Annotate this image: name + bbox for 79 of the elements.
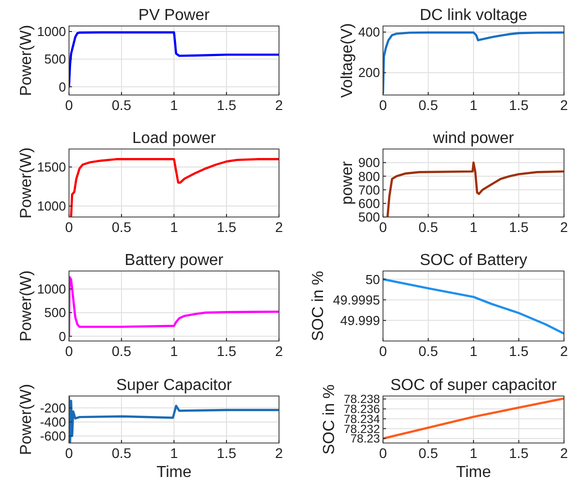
y-axis-title: power: [339, 160, 356, 205]
x-tick-label: 0.5: [418, 219, 438, 235]
x-tick-label: 1: [470, 343, 478, 359]
x-tick-label: 0.5: [418, 445, 438, 461]
y-tick-label: 900: [358, 155, 380, 170]
chart-title: Load power: [132, 130, 216, 147]
x-tick-label: 0.5: [418, 97, 438, 113]
y-axis-title: Power(W): [18, 24, 35, 96]
x-tick-label: 2: [275, 445, 284, 461]
y-axis-title: Power(W): [18, 384, 35, 456]
y-tick-label: 400: [358, 24, 380, 40]
y-axis-title: Power(W): [18, 147, 35, 219]
y-axis-title: Power(W): [18, 270, 35, 342]
line-series: [386, 162, 564, 217]
chart-title: PV Power: [138, 7, 210, 24]
x-tick-label: 0.5: [112, 219, 132, 235]
x-tick-label: 2: [275, 343, 284, 359]
x-tick-label: 1: [170, 445, 178, 461]
y-tick-label: 0: [58, 79, 66, 94]
x-tick-label: 1: [170, 97, 178, 113]
x-tick-label: 1.5: [216, 343, 236, 359]
line-series: [70, 158, 279, 217]
x-tick-label: 1: [170, 219, 178, 235]
x-tick-label: 0.5: [112, 445, 132, 461]
y-tick-label: 1000: [37, 282, 66, 297]
x-tick-label: 1: [470, 97, 478, 113]
x-tick-label: 2: [560, 343, 568, 359]
x-tick-label: 1.5: [216, 97, 236, 113]
chart-title: wind power: [432, 130, 515, 147]
y-tick-label: 78.23: [350, 432, 380, 446]
y-tick-label: 50: [366, 272, 380, 287]
x-tick-label: 2: [275, 97, 284, 113]
y-tick-label: -400: [40, 414, 66, 430]
y-tick-label: -200: [40, 400, 66, 416]
chart-title: DC link voltage: [420, 7, 528, 24]
x-tick-label: 2: [275, 219, 284, 235]
line-series: [383, 31, 564, 94]
x-tick-label: 1: [170, 343, 178, 359]
y-tick-label: -600: [40, 428, 66, 444]
x-tick-label: 2: [560, 445, 568, 461]
x-tick-label: 0.5: [418, 343, 438, 359]
y-tick-label: 700: [358, 182, 380, 198]
line-series: [69, 276, 279, 338]
y-tick-label: 200: [358, 65, 380, 80]
x-axis-title: Time: [456, 464, 492, 481]
line-series: [69, 396, 279, 443]
x-tick-label: 1.5: [216, 219, 236, 235]
y-tick-label: 600: [358, 196, 380, 211]
y-tick-label: 49.999: [340, 312, 380, 328]
x-tick-label: 1: [470, 219, 478, 235]
x-tick-label: 1: [470, 445, 478, 461]
y-tick-label: 500: [44, 305, 66, 320]
y-tick-label: 0: [58, 328, 66, 344]
x-tick-label: 2: [560, 219, 568, 235]
y-axis-title: Voltage(V): [339, 23, 356, 98]
line-series: [69, 31, 279, 88]
x-tick-label: 1.5: [509, 343, 529, 359]
line-series: [383, 278, 564, 335]
x-tick-label: 0.5: [112, 343, 132, 359]
x-tick-label: 1.5: [509, 97, 529, 113]
y-tick-label: 1500: [37, 160, 66, 175]
x-tick-label: 1.5: [216, 445, 236, 461]
x-axis-title: Time: [156, 464, 192, 481]
y-tick-label: 500: [44, 52, 66, 67]
y-axis-title: SOC in %: [310, 270, 328, 342]
x-tick-label: 2: [560, 97, 568, 113]
x-tick-label: 1.5: [509, 445, 529, 461]
y-tick-label: 800: [358, 168, 380, 184]
chart-title: SOC of super capacitor: [390, 377, 558, 394]
y-tick-label: 500: [358, 210, 380, 225]
x-tick-label: 1.5: [509, 219, 529, 235]
y-tick-label: 1000: [37, 198, 66, 214]
chart-title: SOC of Battery: [420, 252, 528, 269]
y-tick-label: 1000: [37, 24, 66, 40]
chart-title: Battery power: [124, 252, 224, 269]
y-tick-label: 49.9995: [333, 292, 380, 308]
x-tick-label: 0.5: [112, 97, 132, 113]
chart-title: Super Capacitor: [116, 377, 232, 394]
y-axis-title: SOC in %: [321, 384, 338, 455]
